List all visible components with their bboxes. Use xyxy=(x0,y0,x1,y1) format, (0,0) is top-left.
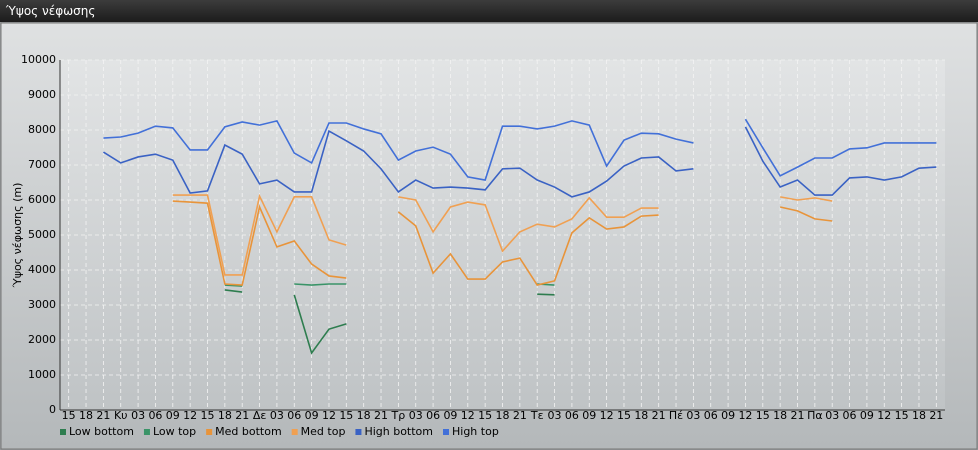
y-tick-label: 5000 xyxy=(28,228,56,241)
x-tick-label: 12 xyxy=(322,409,336,422)
x-tick-label: 03 xyxy=(409,409,423,422)
legend-label: Low bottom xyxy=(69,425,134,438)
y-tick-label: 8000 xyxy=(28,123,56,136)
legend-swatch xyxy=(291,429,298,435)
x-tick-label: 21 xyxy=(235,409,249,422)
x-tick-label: 15 xyxy=(478,409,492,422)
x-tick-label: 03 xyxy=(548,409,562,422)
x-tick-label: 12 xyxy=(183,409,197,422)
y-tick-label: 2000 xyxy=(28,333,56,346)
x-tick-label: 03 xyxy=(131,409,145,422)
window-title: Ύψος νέφωσης xyxy=(0,0,978,22)
x-tick-label: Δε xyxy=(253,409,267,422)
x-tick-label: 06 xyxy=(287,409,301,422)
x-tick-label: 06 xyxy=(704,409,718,422)
legend-swatch xyxy=(206,429,213,435)
x-tick-label: 12 xyxy=(738,409,752,422)
x-tick-label: 03 xyxy=(686,409,700,422)
x-tick-label: 21 xyxy=(929,409,943,422)
x-tick-label: 15 xyxy=(617,409,631,422)
x-tick-label: 15 xyxy=(201,409,215,422)
y-tick-label: 4000 xyxy=(28,263,56,276)
x-tick-label: 12 xyxy=(461,409,475,422)
x-tick-label: Κυ xyxy=(114,409,128,422)
x-tick-label: 21 xyxy=(513,409,527,422)
x-tick-label: 09 xyxy=(305,409,319,422)
x-tick-label: 06 xyxy=(426,409,440,422)
x-tick-label: 06 xyxy=(148,409,162,422)
x-tick-label: Πα xyxy=(807,409,823,422)
series-line xyxy=(172,193,833,276)
x-tick-label: 06 xyxy=(565,409,579,422)
y-tick-label: 10000 xyxy=(21,53,56,66)
x-tick-label: Τε xyxy=(530,409,544,422)
x-tick-label: 12 xyxy=(600,409,614,422)
series-line xyxy=(224,289,555,355)
x-tick-label: 06 xyxy=(843,409,857,422)
x-tick-label: 18 xyxy=(912,409,926,422)
legend-swatch xyxy=(355,429,362,435)
x-tick-label: 09 xyxy=(166,409,180,422)
x-tick-label: 21 xyxy=(96,409,110,422)
x-tick-label: 18 xyxy=(218,409,232,422)
x-tick-label: 21 xyxy=(652,409,666,422)
legend-swatch xyxy=(143,429,150,435)
x-tick-label: 09 xyxy=(443,409,457,422)
x-tick-label: 09 xyxy=(860,409,874,422)
legend-label: Med bottom xyxy=(215,425,282,438)
x-tick-label: 21 xyxy=(374,409,388,422)
legend-label: High top xyxy=(452,425,499,438)
legend-swatch xyxy=(60,429,66,435)
y-tick-label: 1000 xyxy=(28,368,56,381)
legend-swatch xyxy=(443,429,449,435)
legend-label: High bottom xyxy=(364,425,433,438)
x-tick-label: 18 xyxy=(357,409,371,422)
x-tick-label: 21 xyxy=(791,409,805,422)
x-tick-label: Πέ xyxy=(669,409,683,422)
chart: Ύψος νέφωσης (m) 0 1000 2000 3000 4000 5000 60… xyxy=(0,22,978,450)
x-tick-label: 15 xyxy=(895,409,909,422)
series-line xyxy=(172,200,833,286)
x-tick-label: 18 xyxy=(79,409,93,422)
series-line xyxy=(103,118,937,181)
x-tick-label: 12 xyxy=(877,409,891,422)
x-tick-label: 15 xyxy=(756,409,770,422)
x-tick-label: 15 xyxy=(62,409,76,422)
x-tick-label: 18 xyxy=(634,409,648,422)
x-tick-label: 03 xyxy=(270,409,284,422)
y-tick-label: 0 xyxy=(49,403,56,416)
legend-label: Low top xyxy=(153,425,196,438)
x-tick-label: 09 xyxy=(721,409,735,422)
x-tick-label: 09 xyxy=(582,409,596,422)
x-tick-label: Τρ xyxy=(391,409,406,422)
y-tick-label: 7000 xyxy=(28,158,56,171)
series-line xyxy=(102,126,937,198)
x-tick-label: 15 xyxy=(339,409,353,422)
x-tick-label: 03 xyxy=(825,409,839,422)
x-tick-label: 18 xyxy=(496,409,510,422)
legend-label: Med top xyxy=(301,425,346,438)
y-tick-label: 3000 xyxy=(28,298,56,311)
y-axis-label: Ύψος νέφωσης (m) xyxy=(11,183,24,289)
y-tick-label: 6000 xyxy=(28,193,56,206)
x-tick-label: 18 xyxy=(773,409,787,422)
y-tick-label: 9000 xyxy=(28,88,56,101)
